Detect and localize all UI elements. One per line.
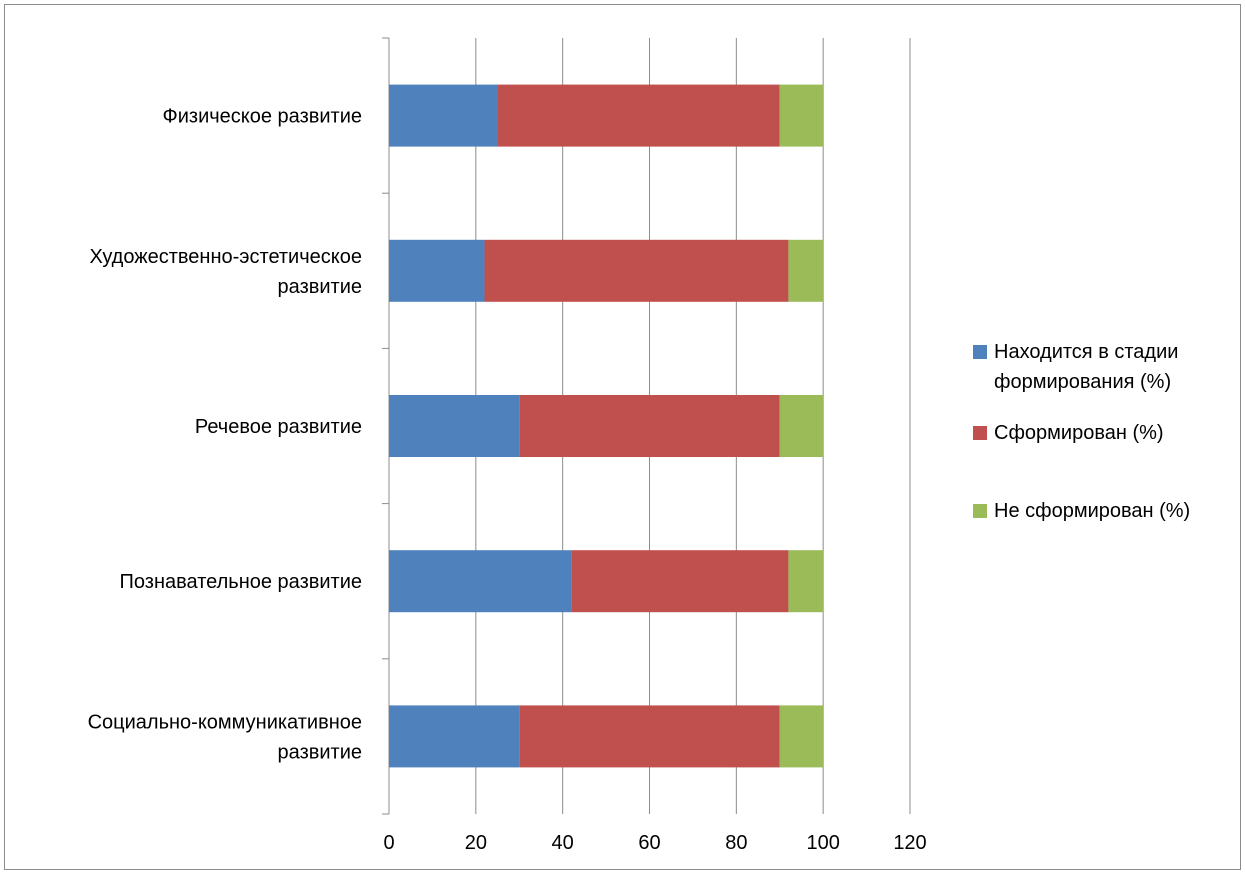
bar-3-series-1 <box>484 239 789 302</box>
x-tick-label-0: 0 <box>383 832 394 854</box>
x-tick-label-20: 20 <box>465 832 487 854</box>
bar-4-series-1 <box>497 84 780 147</box>
bar-2-series-2 <box>779 395 824 457</box>
bar-3-series-0 <box>389 239 485 302</box>
bar-0-series-2 <box>779 705 824 768</box>
legend-swatch-1 <box>973 426 987 440</box>
bar-4-series-2 <box>779 84 824 147</box>
legend-label-1: Сформирован (%) <box>994 422 1164 444</box>
category-label-4: Физическое развитие <box>163 106 362 128</box>
bar-1-series-1 <box>571 550 789 613</box>
x-tick-label-120: 120 <box>893 832 926 854</box>
x-tick-label-80: 80 <box>725 832 747 854</box>
x-tick-label-60: 60 <box>638 832 660 854</box>
bar-3-series-2 <box>788 239 824 302</box>
x-tick-label-100: 100 <box>806 832 839 854</box>
legend-label-0: Находится в стадии формирования (%) <box>994 341 1178 393</box>
legend-label-2: Не сформирован (%) <box>994 500 1190 522</box>
category-label-0: Социально-коммуникативное развитие <box>88 711 362 763</box>
legend-swatch-0 <box>973 345 987 359</box>
bar-0-series-1 <box>519 705 780 768</box>
legend-swatch-2 <box>973 504 987 518</box>
category-label-1: Познавательное развитие <box>120 571 362 593</box>
bar-2-series-1 <box>519 395 780 457</box>
x-tick-label-40: 40 <box>552 832 574 854</box>
category-label-2: Речевое развитие <box>195 416 362 438</box>
bar-1-series-0 <box>389 550 572 613</box>
bar-1-series-2 <box>788 550 824 613</box>
bar-4-series-0 <box>389 84 498 147</box>
bar-0-series-0 <box>389 705 520 768</box>
category-label-3: Художественно-эстетическое развитие <box>89 246 362 298</box>
bar-2-series-0 <box>389 395 520 457</box>
